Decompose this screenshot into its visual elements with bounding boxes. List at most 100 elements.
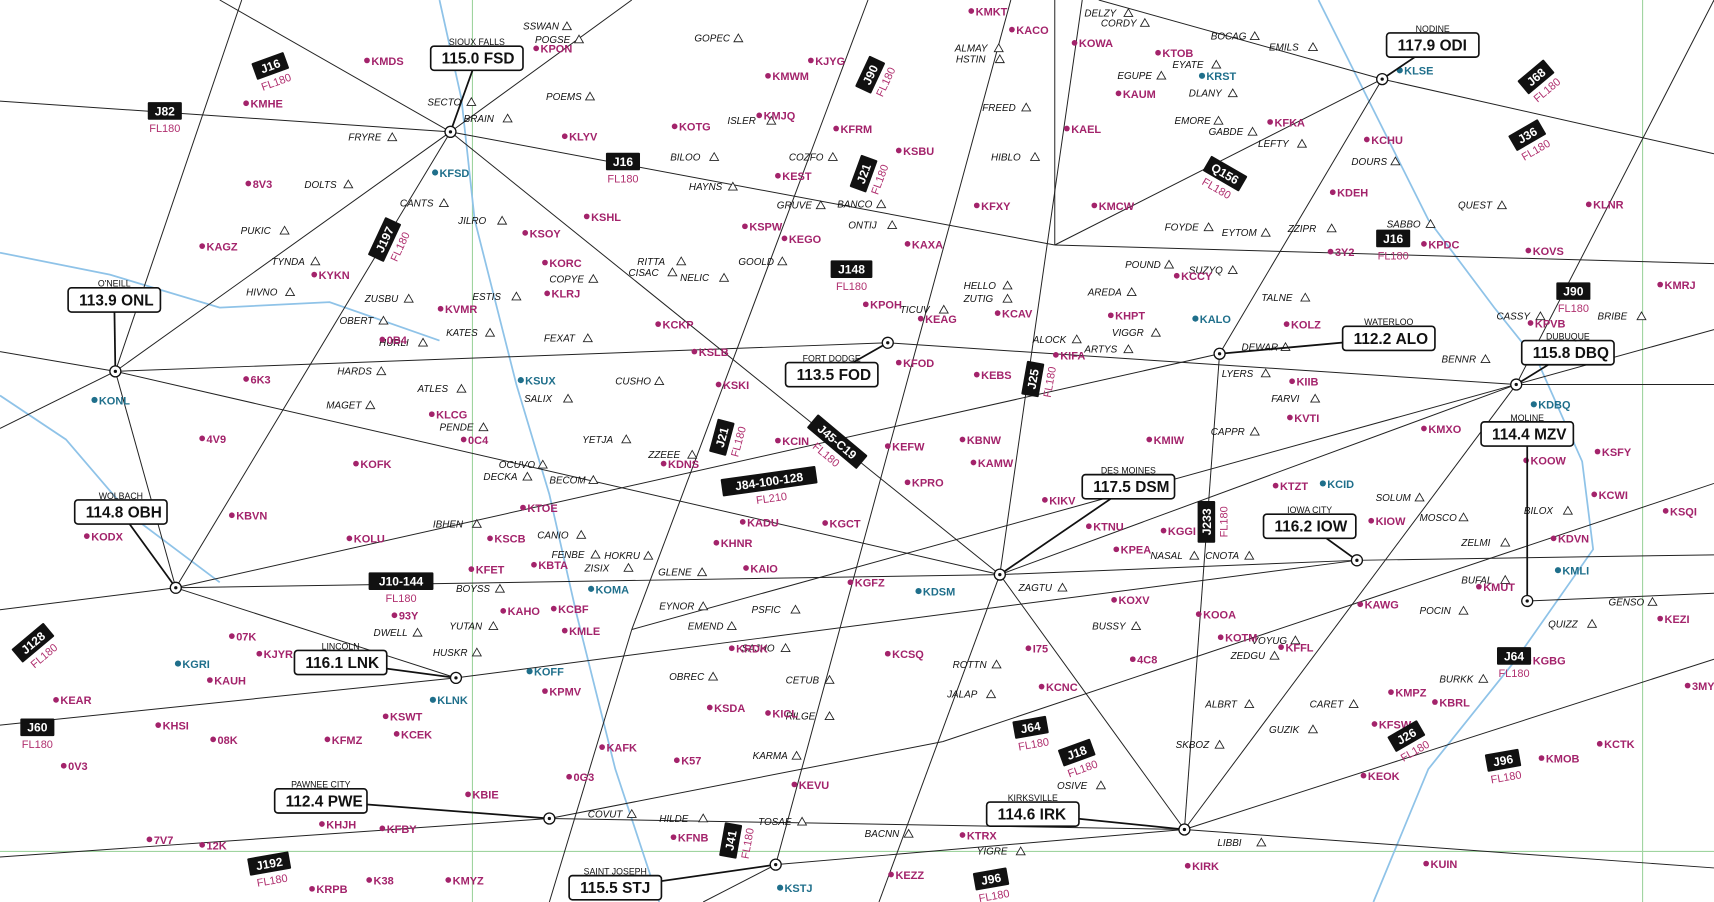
fix-label: CANIO xyxy=(537,530,569,541)
vor-identifier: ODI xyxy=(1440,38,1467,55)
vor-name: LINCOLN xyxy=(322,641,360,651)
airport-label: 0B4 xyxy=(387,335,408,347)
airport-label: KFBY xyxy=(387,824,418,836)
airport-symbol xyxy=(775,173,781,179)
fix-label: SABBO xyxy=(1387,219,1421,230)
towered-airport-symbol xyxy=(1199,73,1205,79)
airport-symbol xyxy=(692,349,698,355)
airport-label: KAMW xyxy=(978,458,1014,470)
airport-label: KHNR xyxy=(721,538,753,550)
fix-label: COPYE xyxy=(549,274,584,285)
fix-label: GLENE xyxy=(658,568,692,579)
fix-label: ALMAY xyxy=(954,44,989,55)
fix-label: RITTA xyxy=(637,257,665,268)
fix-label: ALBRT xyxy=(1204,700,1238,711)
towered-airport-label: KLSE xyxy=(1404,66,1433,78)
vor-identifier: FOD xyxy=(839,367,871,384)
airport-symbol xyxy=(347,535,353,541)
airway-altitude: FL180 xyxy=(1218,506,1230,537)
fix-label: IBHEN xyxy=(433,519,464,530)
vor-frequency-line: 113.5FOD xyxy=(797,367,872,384)
airway: J96FL180 xyxy=(973,867,1012,902)
airport-symbol xyxy=(960,832,966,838)
airport-label: KIOW xyxy=(1376,516,1407,528)
airport-symbol xyxy=(1421,241,1427,247)
vor-identifier: STJ xyxy=(622,880,650,897)
airport-symbol xyxy=(566,774,572,780)
towered-airport-symbol xyxy=(1192,316,1198,322)
airway-label: J64 xyxy=(1504,649,1524,663)
towered-airport-label: KFSD xyxy=(439,168,469,180)
fix-label: BECOM xyxy=(549,475,586,486)
airport-label: K38 xyxy=(374,875,394,887)
vor-center xyxy=(774,863,777,866)
vor-name: O'NEILL xyxy=(98,279,131,289)
airport-symbol xyxy=(1591,492,1597,498)
vor-center xyxy=(1526,599,1529,602)
fix-label: OBERT xyxy=(340,316,375,327)
airport-symbol xyxy=(542,688,548,694)
airport-symbol xyxy=(1146,437,1152,443)
airport-label: KAEL xyxy=(1071,124,1101,136)
airport-symbol xyxy=(61,763,67,769)
fix-label: ROTTN xyxy=(953,660,988,671)
airport-label: KIIB xyxy=(1296,377,1318,389)
airway: J82FL180 xyxy=(148,102,182,135)
airport-label: KEST xyxy=(782,171,812,183)
airport-symbol xyxy=(319,821,325,827)
airport-symbol xyxy=(1130,656,1136,662)
towered-airport-symbol xyxy=(1555,567,1561,573)
towered-airport-symbol xyxy=(175,661,181,667)
airport-label: KEBS xyxy=(981,370,1011,382)
towered-airport-symbol xyxy=(527,668,533,674)
airport-symbol xyxy=(379,337,385,343)
fix-label: LIBBI xyxy=(1217,838,1241,849)
airport-symbol xyxy=(896,360,902,366)
airport-label: KMWM xyxy=(772,71,809,83)
airport-label: KOLU xyxy=(354,534,385,546)
airport-label: KMXO xyxy=(1428,424,1461,436)
airport-symbol xyxy=(1663,508,1669,514)
towered-airport-symbol xyxy=(518,377,524,383)
airport-label: KSBU xyxy=(903,146,934,158)
vor-identifier: FSD xyxy=(484,51,515,68)
towered-airport-label: KRST xyxy=(1206,71,1236,83)
fix-label: ZUTIG xyxy=(963,294,994,305)
airport-symbol xyxy=(1357,601,1363,607)
airport-label: KBTA xyxy=(538,560,568,572)
airport-label: KMJQ xyxy=(764,111,796,123)
vor-frequency: 116.2 xyxy=(1275,519,1313,536)
fix-label: TOSAE xyxy=(758,817,792,828)
airport-label: KJYG xyxy=(815,56,845,68)
airport-symbol xyxy=(885,443,891,449)
fix-label: CETUB xyxy=(786,675,820,686)
airport-symbol xyxy=(383,713,389,719)
airport-label: 3Y2 xyxy=(1335,247,1355,259)
fix-label: HUSKR xyxy=(433,648,468,659)
airport-label: 7V7 xyxy=(154,835,174,847)
vor-name: SAINT JOSEPH xyxy=(584,867,647,877)
airport-symbol xyxy=(968,8,974,14)
airport-symbol xyxy=(394,731,400,737)
airport-label: KMIW xyxy=(1154,435,1185,447)
vor-frequency: 115.5 xyxy=(580,880,618,897)
airport-symbol xyxy=(445,877,451,883)
fix-label: DOURS xyxy=(1351,157,1387,168)
fix-label: NASAL xyxy=(1150,551,1182,562)
airway-label: J60 xyxy=(27,721,47,735)
airport-symbol xyxy=(756,113,762,119)
airport-label: KTOB xyxy=(1162,48,1193,60)
airport-label: KCKP xyxy=(663,319,694,331)
fix-label: SKBOZ xyxy=(1176,740,1210,751)
vor-frequency: 113.9 xyxy=(79,292,117,309)
vor-center xyxy=(998,573,1001,576)
airport-label: KTNU xyxy=(1093,522,1124,534)
vor-frequency-line: 114.6IRK xyxy=(998,807,1067,824)
airport-symbol xyxy=(531,562,537,568)
vor-frequency-line: 117.9ODI xyxy=(1398,38,1467,55)
airway-altitude: FL180 xyxy=(149,123,180,135)
airport-symbol xyxy=(1539,755,1545,761)
vor-center xyxy=(449,130,452,133)
airport-label: KCSQ xyxy=(892,649,924,661)
towered-airport-label: KSTJ xyxy=(784,883,812,895)
